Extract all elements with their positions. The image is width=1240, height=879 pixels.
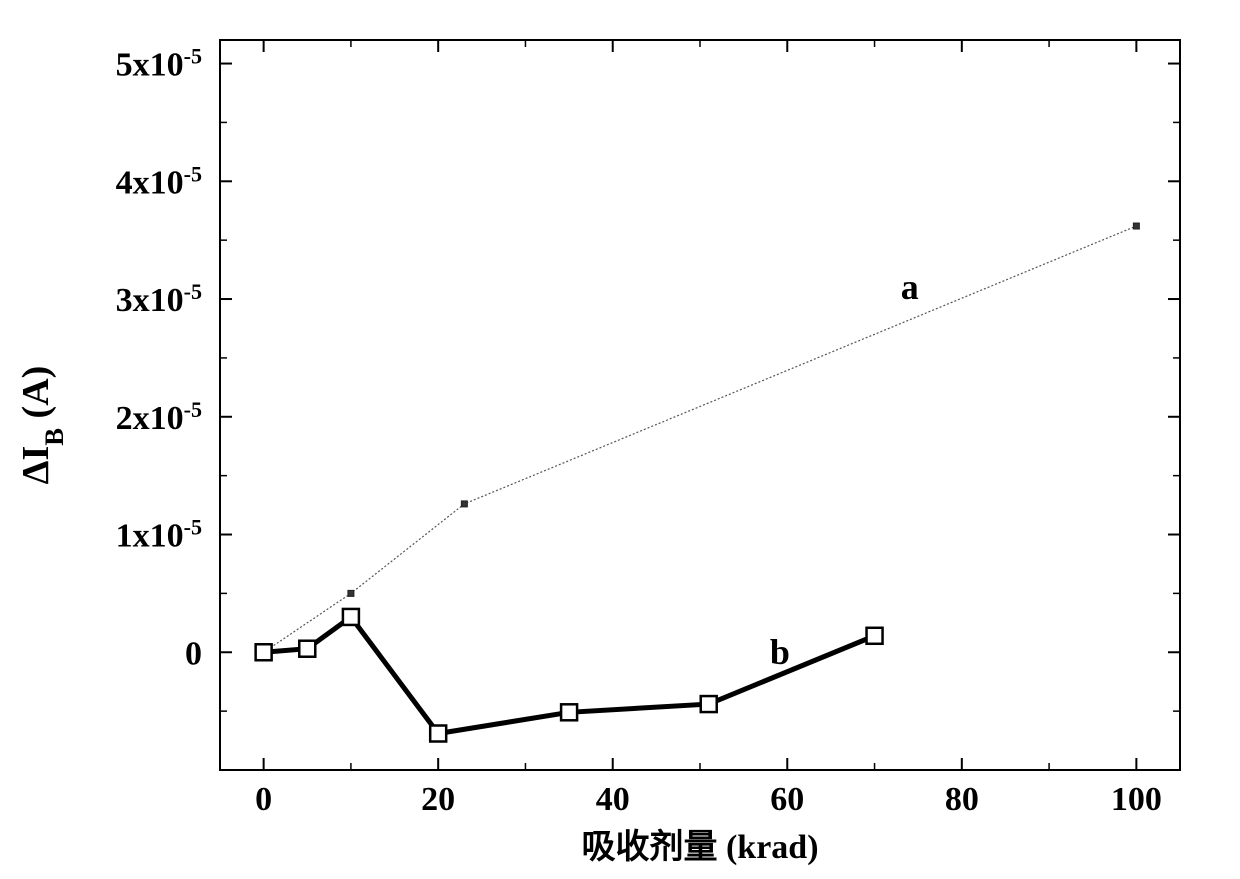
y-axis-title: ΔIB (A) (15, 366, 69, 485)
series-b-marker (430, 726, 446, 742)
series-b-marker (256, 644, 272, 660)
chart-container: 0 20 40 60 80 100 0 1x10-5 2x10-5 3x10-5 4x10-5 5x1… (0, 0, 1240, 879)
x-tick-label: 20 (421, 781, 455, 818)
series-a-label: a (901, 267, 919, 307)
x-tick-label: 100 (1111, 781, 1162, 818)
y-tick-label: 2x10-5 (116, 396, 202, 437)
x-tick-label: 40 (596, 781, 630, 818)
x-tick-label: 60 (770, 781, 804, 818)
x-axis-title: 吸收剂量 (krad) (581, 828, 818, 866)
series-b-marker (867, 628, 883, 644)
series-b-marker (299, 641, 315, 657)
series-b-label: b (770, 632, 790, 672)
series-a-marker (1133, 223, 1139, 229)
series-b-marker (701, 696, 717, 712)
y-tick-label: 5x10-5 (116, 43, 202, 84)
y-tick-label: 4x10-5 (116, 161, 202, 202)
y-tick-label: 3x10-5 (116, 279, 202, 320)
plot-border (220, 40, 1180, 770)
series-line (264, 226, 1137, 652)
series-b-marker (561, 704, 577, 720)
y-tick-label: 1x10-5 (116, 514, 202, 555)
chart-svg: 0 20 40 60 80 100 0 1x10-5 2x10-5 3x10-5 4x10-5 5x1… (0, 0, 1240, 879)
series-a-marker (461, 501, 467, 507)
x-tick-label: 0 (255, 781, 272, 818)
series-b-marker (343, 609, 359, 625)
x-tick-label: 80 (945, 781, 979, 818)
series-a-marker (348, 590, 354, 596)
y-tick-label: 0 (185, 635, 202, 672)
